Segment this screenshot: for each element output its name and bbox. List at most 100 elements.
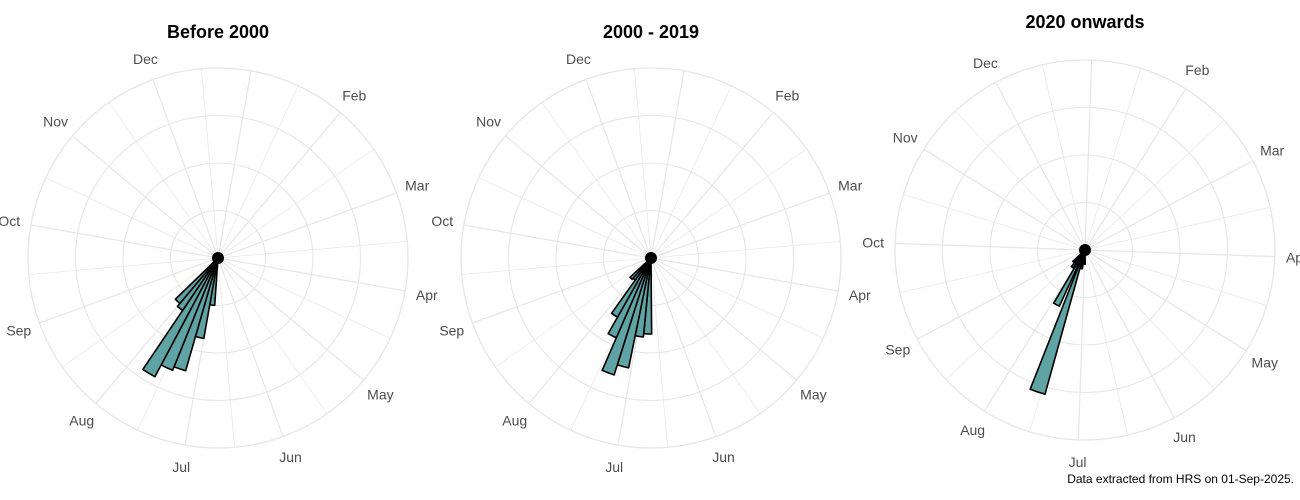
major-spoke	[1084, 249, 1175, 419]
minor-spoke	[108, 102, 219, 259]
major-spoke	[505, 135, 652, 259]
major-spoke	[463, 224, 652, 259]
month-label: Aug	[960, 422, 985, 438]
polar-bar	[142, 257, 219, 378]
grid-circle	[941, 106, 1229, 394]
minor-spoke	[650, 257, 824, 339]
month-label: Nov	[476, 114, 501, 130]
minor-spoke	[1084, 249, 1129, 436]
month-label: Dec	[133, 51, 158, 67]
major-spoke	[916, 249, 1086, 340]
grid-circle	[989, 154, 1181, 346]
month-label: Jul	[605, 459, 623, 475]
minor-spoke	[1084, 249, 1215, 390]
month-label: Apr	[849, 287, 871, 303]
grid-circle	[460, 67, 842, 449]
minor-spoke	[217, 241, 408, 259]
month-label: Sep	[885, 342, 910, 358]
month-label: Jun	[279, 449, 302, 465]
polar-bar	[629, 257, 652, 281]
month-label: May	[800, 386, 826, 402]
minor-spoke	[650, 257, 668, 448]
grid-circle	[555, 162, 747, 354]
major-spoke	[217, 192, 397, 259]
major-spoke	[1084, 60, 1093, 251]
minor-spoke	[541, 102, 652, 259]
grid-circle	[1036, 201, 1134, 299]
polar-bar	[174, 257, 219, 305]
major-spoke	[1084, 249, 1247, 352]
major-spoke	[217, 257, 284, 437]
panel-title: Before 2000	[167, 22, 269, 42]
minor-spoke	[650, 257, 761, 414]
major-spoke	[895, 242, 1086, 251]
major-spoke	[217, 257, 364, 381]
month-label: Dec	[973, 55, 998, 71]
grid-circle	[169, 209, 267, 307]
grid-circle	[27, 67, 409, 449]
minor-spoke	[495, 257, 652, 368]
panel-title: 2000 - 2019	[603, 22, 699, 42]
month-label: Apr	[416, 287, 438, 303]
major-spoke	[39, 257, 219, 324]
major-spoke	[217, 257, 406, 292]
major-spoke	[923, 148, 1086, 251]
month-label: Mar	[405, 177, 429, 193]
minor-spoke	[217, 257, 328, 414]
minor-spoke	[955, 110, 1086, 251]
polar-panel-3: 2020 onwards Dec Feb Mar Apr May Jun Jul Aug Sep O…	[862, 12, 1300, 470]
data-source-caption: Data extracted from HRS on 01-Sep-2025.	[1067, 472, 1294, 486]
minor-spoke	[650, 241, 841, 259]
month-label: Mar	[838, 177, 862, 193]
month-label: Jul	[172, 459, 190, 475]
polar-panel-1: Before 2000 Dec Feb Mar Apr May Jun Jul Aug Sep Oc…	[0, 22, 438, 475]
month-label: Nov	[43, 114, 68, 130]
minor-spoke	[650, 148, 807, 259]
major-spoke	[983, 249, 1086, 412]
minor-spoke	[461, 257, 652, 275]
minor-spoke	[1084, 249, 1267, 306]
minor-spoke	[1084, 206, 1271, 251]
minor-spoke	[1084, 68, 1141, 251]
polar-bar	[1052, 249, 1086, 307]
major-spoke	[1084, 160, 1254, 251]
month-label: Sep	[439, 323, 464, 339]
major-spoke	[650, 70, 685, 259]
month-label: Jul	[1069, 454, 1087, 470]
major-spoke	[217, 112, 341, 259]
month-label: Aug	[69, 412, 94, 428]
major-spoke	[30, 224, 219, 259]
minor-spoke	[28, 257, 219, 275]
major-spoke	[650, 112, 774, 259]
month-label: Feb	[775, 88, 799, 104]
month-label: May	[1252, 354, 1278, 370]
month-label: Oct	[431, 213, 453, 229]
month-label: May	[367, 386, 393, 402]
center-hub	[645, 252, 657, 264]
minor-spoke	[903, 194, 1086, 251]
month-label: Nov	[893, 130, 918, 146]
center-hub	[212, 252, 224, 264]
minor-spoke	[634, 68, 652, 259]
major-spoke	[1084, 249, 1275, 258]
center-hub	[1079, 244, 1091, 256]
major-spoke	[472, 257, 652, 324]
major-spoke	[72, 135, 219, 259]
major-spoke	[217, 70, 252, 259]
minor-spoke	[945, 249, 1086, 380]
month-label: Jun	[1173, 429, 1196, 445]
major-spoke	[650, 192, 830, 259]
month-label: Sep	[6, 323, 31, 339]
major-spoke	[152, 79, 219, 259]
month-label: Feb	[1185, 62, 1209, 78]
major-spoke	[650, 257, 717, 437]
month-label: Jun	[712, 449, 735, 465]
minor-spoke	[62, 257, 219, 368]
polar-panel-2: 2000 - 2019 Dec Feb Mar Apr May Jun Jul Aug Sep Oc…	[431, 22, 871, 475]
major-spoke	[528, 257, 652, 404]
major-spoke	[1077, 249, 1086, 440]
major-spoke	[650, 257, 839, 292]
month-label: Oct	[862, 235, 884, 251]
grid-circle	[122, 162, 314, 354]
